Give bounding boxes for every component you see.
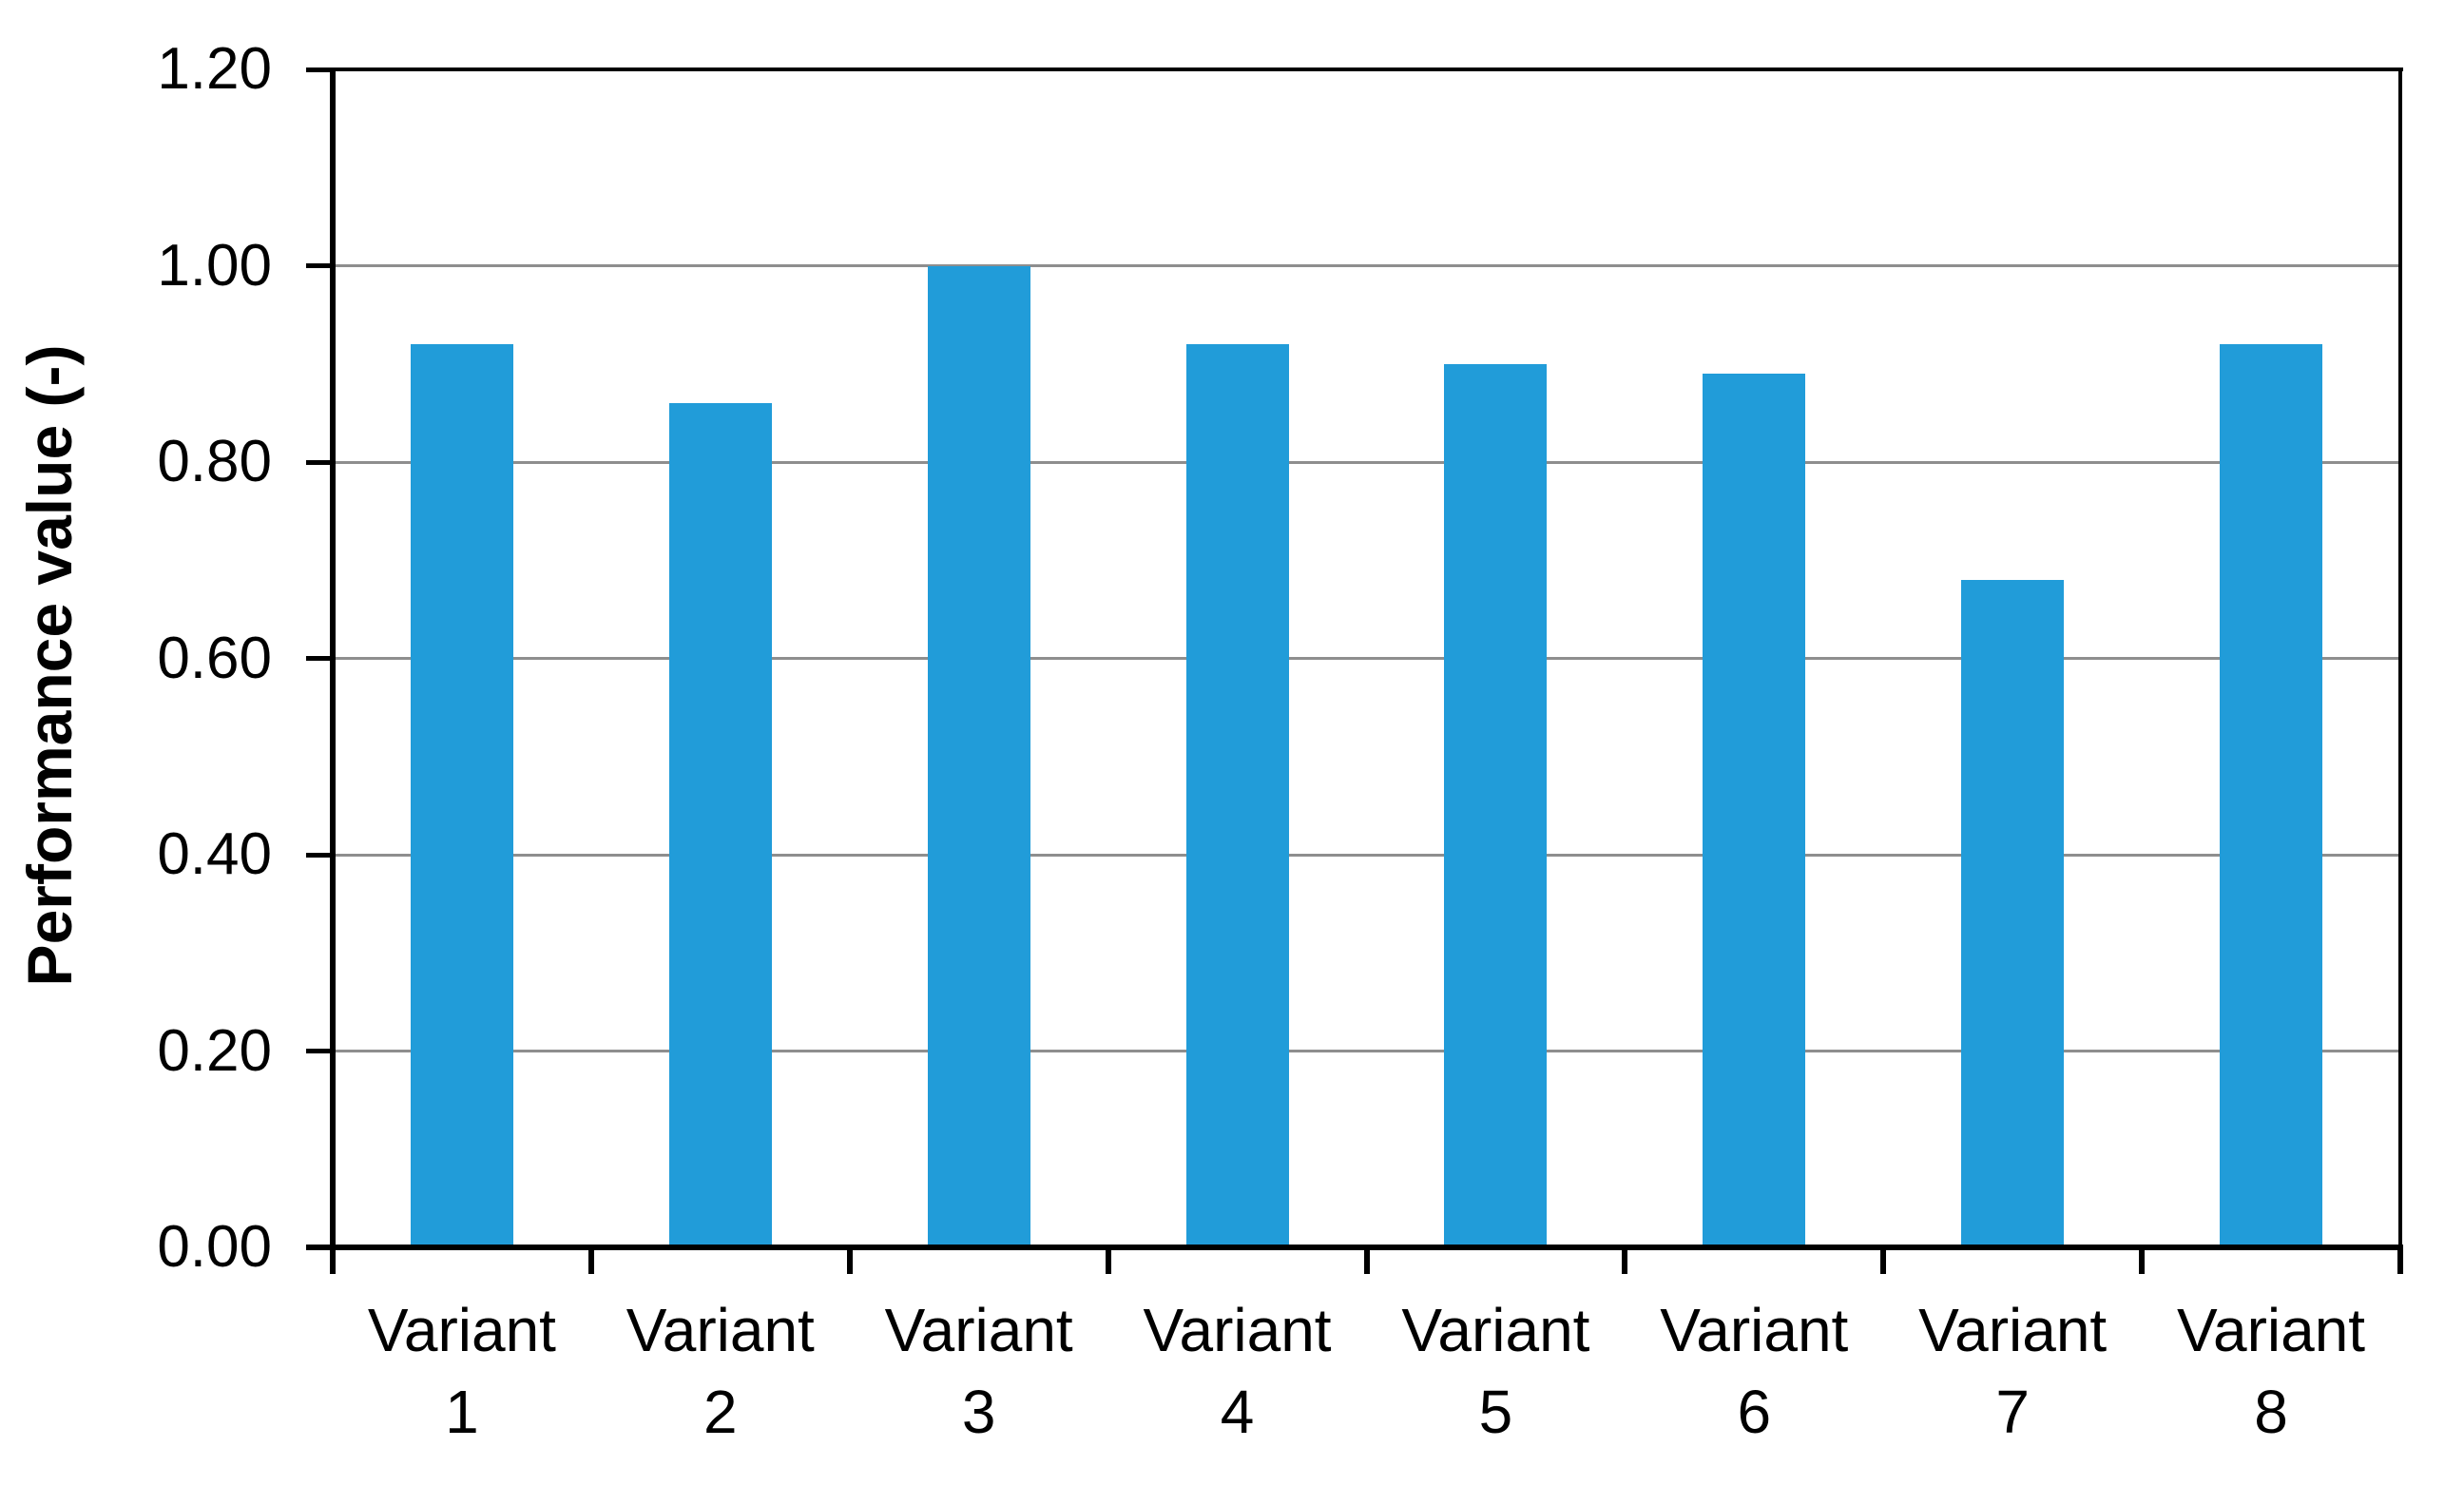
x-tick-mark [1363, 1247, 1370, 1274]
y-axis-line [330, 68, 336, 1249]
y-tick-mark [306, 1049, 333, 1053]
bar [1961, 579, 2065, 1247]
gridline [333, 264, 2400, 267]
y-tick-mark [306, 459, 333, 465]
y-tick-label: 0.20 [157, 1017, 272, 1084]
y-tick-label: 0.60 [157, 625, 272, 691]
x-category-label: Variant 3 [884, 1296, 1073, 1446]
y-tick-mark [306, 1245, 333, 1250]
bar [1703, 374, 1806, 1247]
gridline [333, 1050, 2400, 1052]
plot-border-top [330, 68, 2403, 71]
x-tick-mark [587, 1247, 594, 1274]
bar [1185, 344, 1289, 1247]
y-tick-label: 0.00 [157, 1214, 272, 1280]
x-category-label: Variant 5 [1401, 1296, 1590, 1446]
y-tick-label: 1.20 [157, 36, 272, 102]
x-tick-mark [330, 1247, 336, 1274]
bar [2220, 344, 2323, 1247]
y-tick-mark [306, 67, 333, 72]
gridline [333, 853, 2400, 857]
y-tick-label: 1.00 [157, 232, 272, 299]
y-tick-mark [306, 656, 333, 661]
y-tick-mark [306, 263, 333, 268]
x-axis-line [306, 1245, 2403, 1250]
x-tick-mark [1880, 1247, 1887, 1274]
gridline [333, 657, 2400, 660]
x-category-label: Variant 1 [367, 1296, 556, 1446]
plot-border-right [2398, 68, 2402, 1249]
x-tick-mark [2139, 1247, 2146, 1274]
x-category-label: Variant 8 [2177, 1296, 2366, 1446]
x-category-label: Variant 7 [1918, 1296, 2108, 1446]
bar [1444, 363, 1548, 1247]
y-tick-mark [306, 852, 333, 858]
y-tick-label: 0.80 [157, 429, 272, 494]
x-category-label: Variant 2 [626, 1296, 815, 1446]
x-tick-mark [846, 1247, 853, 1274]
x-tick-mark [2397, 1247, 2403, 1274]
x-category-label: Variant 6 [1660, 1296, 1849, 1446]
bar [927, 265, 1030, 1247]
x-category-label: Variant 4 [1143, 1296, 1332, 1446]
bar [668, 403, 772, 1247]
x-tick-mark [1105, 1247, 1111, 1274]
y-tick-label: 0.40 [157, 821, 272, 887]
bar [410, 344, 513, 1247]
x-tick-mark [1622, 1247, 1628, 1274]
gridline [333, 460, 2400, 464]
